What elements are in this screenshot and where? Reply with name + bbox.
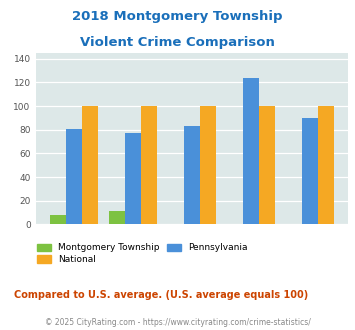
Text: Violent Crime Comparison: Violent Crime Comparison [80, 36, 275, 49]
Text: Compared to U.S. average. (U.S. average equals 100): Compared to U.S. average. (U.S. average … [14, 290, 308, 300]
Bar [184, 126, 200, 224]
Bar [302, 118, 318, 224]
Bar [259, 106, 275, 224]
Legend: Montgomery Township, National, Pennsylvania: Montgomery Township, National, Pennsylva… [33, 240, 252, 268]
Bar [141, 106, 157, 224]
Text: 2018 Montgomery Township: 2018 Montgomery Township [72, 10, 283, 23]
Bar [82, 106, 98, 224]
Bar [109, 212, 125, 224]
Bar [318, 106, 334, 224]
Bar [243, 78, 259, 224]
Bar [50, 215, 66, 224]
Text: © 2025 CityRating.com - https://www.cityrating.com/crime-statistics/: © 2025 CityRating.com - https://www.city… [45, 318, 310, 327]
Bar [200, 106, 215, 224]
Bar [125, 133, 141, 224]
Bar [66, 129, 82, 224]
